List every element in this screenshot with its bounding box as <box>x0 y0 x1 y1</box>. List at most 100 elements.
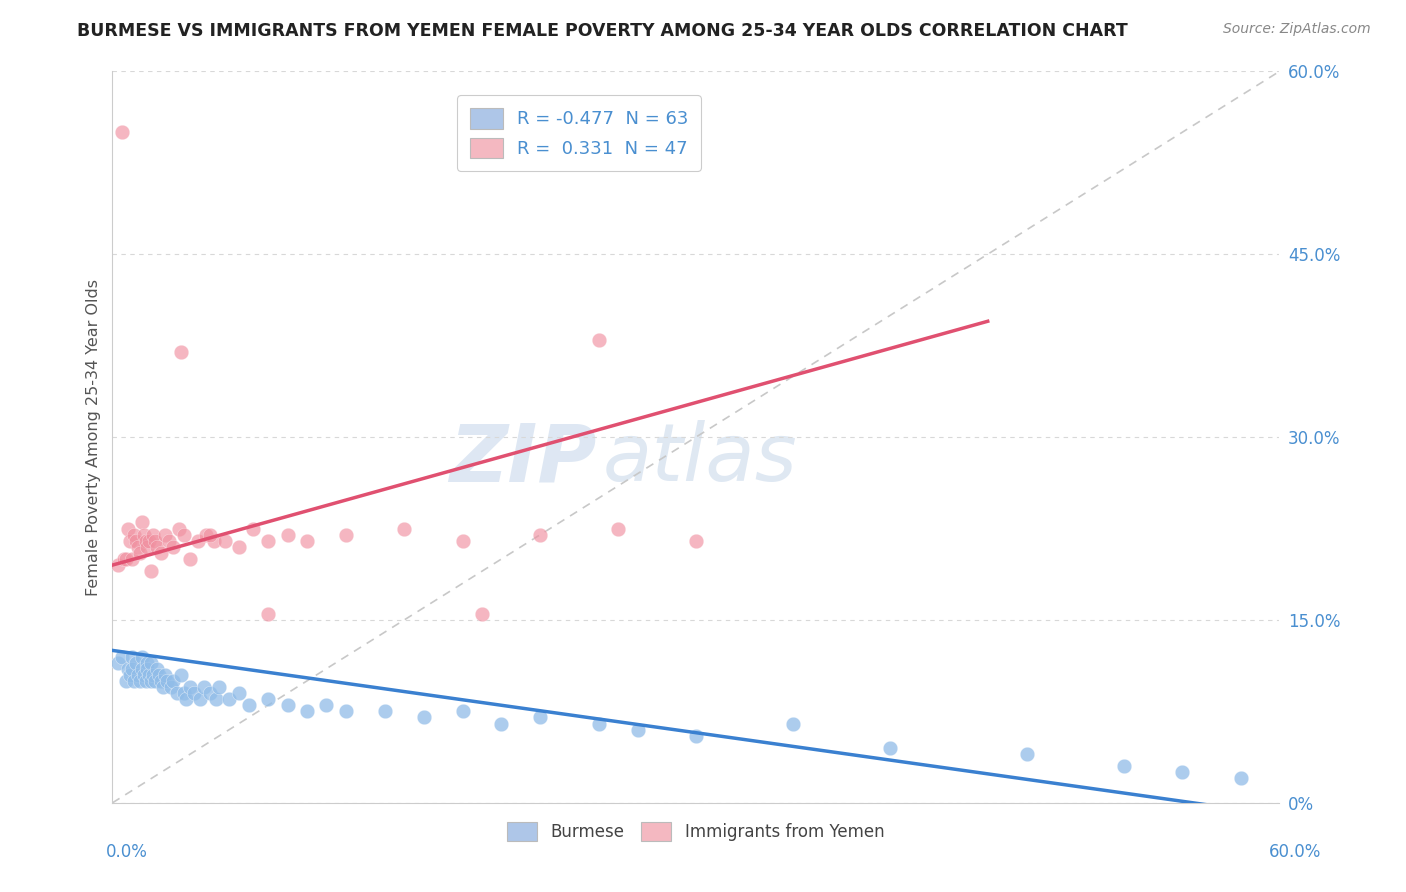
Point <box>315 698 337 713</box>
Point <box>146 540 169 554</box>
Point <box>1171 765 1194 780</box>
Point <box>153 667 176 681</box>
Point <box>138 533 160 548</box>
Point <box>218 692 240 706</box>
Point <box>685 533 707 548</box>
Point <box>238 698 260 713</box>
Point <box>1015 747 1038 761</box>
Point <box>242 521 264 535</box>
Point <box>128 673 150 688</box>
Point <box>169 344 191 359</box>
Point <box>142 667 165 681</box>
Text: ZIP: ZIP <box>450 420 596 498</box>
Point <box>122 527 145 541</box>
Point <box>166 686 188 700</box>
Text: Source: ZipAtlas.com: Source: ZipAtlas.com <box>1223 22 1371 37</box>
Point <box>228 540 250 554</box>
Point <box>136 656 159 670</box>
Point <box>187 533 209 548</box>
Point <box>136 540 159 554</box>
Point <box>491 716 513 731</box>
Point <box>169 667 191 681</box>
Point <box>412 710 434 724</box>
Point <box>111 649 134 664</box>
Point <box>150 546 173 560</box>
Point <box>179 552 201 566</box>
Point <box>1229 772 1251 786</box>
Point <box>146 662 169 676</box>
Point <box>204 692 226 706</box>
Point <box>257 607 280 621</box>
Point <box>607 521 630 535</box>
Point <box>257 692 280 706</box>
Point <box>257 533 280 548</box>
Point <box>208 680 231 694</box>
Point <box>162 540 184 554</box>
Point <box>118 533 141 548</box>
Point <box>335 527 357 541</box>
Point <box>183 686 205 700</box>
Point <box>131 649 153 664</box>
Text: BURMESE VS IMMIGRANTS FROM YEMEN FEMALE POVERTY AMONG 25-34 YEAR OLDS CORRELATIO: BURMESE VS IMMIGRANTS FROM YEMEN FEMALE … <box>77 22 1128 40</box>
Point <box>132 667 155 681</box>
Point <box>228 686 250 700</box>
Point <box>131 662 153 676</box>
Point <box>335 705 357 719</box>
Point <box>115 552 138 566</box>
Point <box>148 667 170 681</box>
Point <box>156 673 179 688</box>
Point <box>295 705 318 719</box>
Point <box>879 740 901 755</box>
Legend: Burmese, Immigrants from Yemen: Burmese, Immigrants from Yemen <box>499 814 893 849</box>
Point <box>198 686 221 700</box>
Point <box>135 673 157 688</box>
Point <box>1112 759 1135 773</box>
Point <box>394 521 416 535</box>
Point <box>135 533 157 548</box>
Point <box>276 698 298 713</box>
Point <box>125 533 148 548</box>
Point <box>276 527 298 541</box>
Point <box>627 723 650 737</box>
Point <box>782 716 804 731</box>
Point <box>121 662 143 676</box>
Text: 60.0%: 60.0% <box>1270 843 1322 861</box>
Point <box>143 673 166 688</box>
Point <box>173 686 195 700</box>
Point <box>152 680 174 694</box>
Point <box>529 527 551 541</box>
Point <box>138 667 160 681</box>
Point <box>121 552 143 566</box>
Point <box>529 710 551 724</box>
Point <box>188 692 211 706</box>
Point <box>143 533 166 548</box>
Point <box>141 564 163 578</box>
Point <box>107 558 129 573</box>
Point <box>141 656 163 670</box>
Point <box>153 527 176 541</box>
Point <box>128 546 150 560</box>
Y-axis label: Female Poverty Among 25-34 Year Olds: Female Poverty Among 25-34 Year Olds <box>86 278 101 596</box>
Point <box>202 533 225 548</box>
Point <box>167 521 190 535</box>
Point <box>588 716 610 731</box>
Point <box>451 705 474 719</box>
Point <box>176 692 198 706</box>
Point <box>121 649 143 664</box>
Point <box>127 667 149 681</box>
Text: 0.0%: 0.0% <box>105 843 148 861</box>
Point <box>160 680 183 694</box>
Point <box>125 656 148 670</box>
Point <box>198 527 221 541</box>
Point <box>141 673 163 688</box>
Point <box>451 533 474 548</box>
Point <box>173 527 195 541</box>
Point <box>136 662 159 676</box>
Point <box>150 673 173 688</box>
Point <box>685 729 707 743</box>
Point <box>374 705 396 719</box>
Point <box>118 667 141 681</box>
Point <box>127 540 149 554</box>
Point <box>142 527 165 541</box>
Point <box>162 673 184 688</box>
